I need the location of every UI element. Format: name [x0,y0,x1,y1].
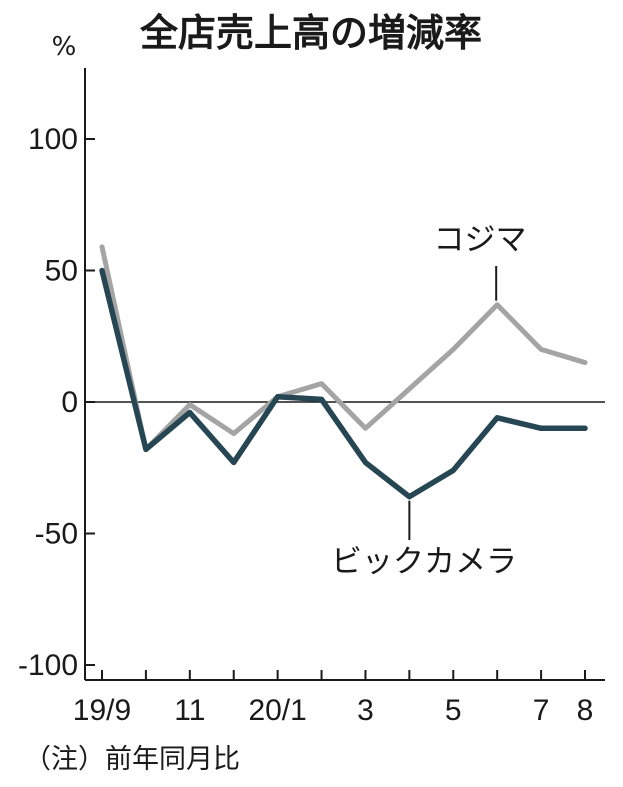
series-line [99,244,588,452]
x-tick-label: 11 [174,694,205,727]
series-line [99,267,588,500]
x-tick-label: 20/1 [248,694,306,727]
y-tick-label: 50 [45,255,78,288]
x-tick-label: 19/9 [73,694,131,727]
y-tick-label: -50 [35,518,78,551]
chart-title: 全店売上高の増減率 [139,11,482,55]
series-biccamera [99,267,588,500]
y-tick-label: 100 [28,123,78,156]
axes [84,68,605,681]
axis-ticks: 100 50 0 -50 -100 19/9 11 20/1 3 5 7 8 [18,123,593,727]
series-label-kojima: コジマ [434,222,527,258]
footnote: （注）前年同月比 [24,744,240,775]
x-tick-label: 8 [577,694,594,727]
y-tick-label: -100 [18,649,78,682]
y-axis-unit: % [52,32,77,62]
x-tick-label: 5 [445,694,462,727]
series-label-biccamera: ビックカメラ [331,544,517,580]
x-tick-label: 7 [533,694,550,727]
x-tick-label: 3 [357,694,374,727]
series-layer [99,244,588,500]
y-tick-label: 0 [61,386,78,419]
